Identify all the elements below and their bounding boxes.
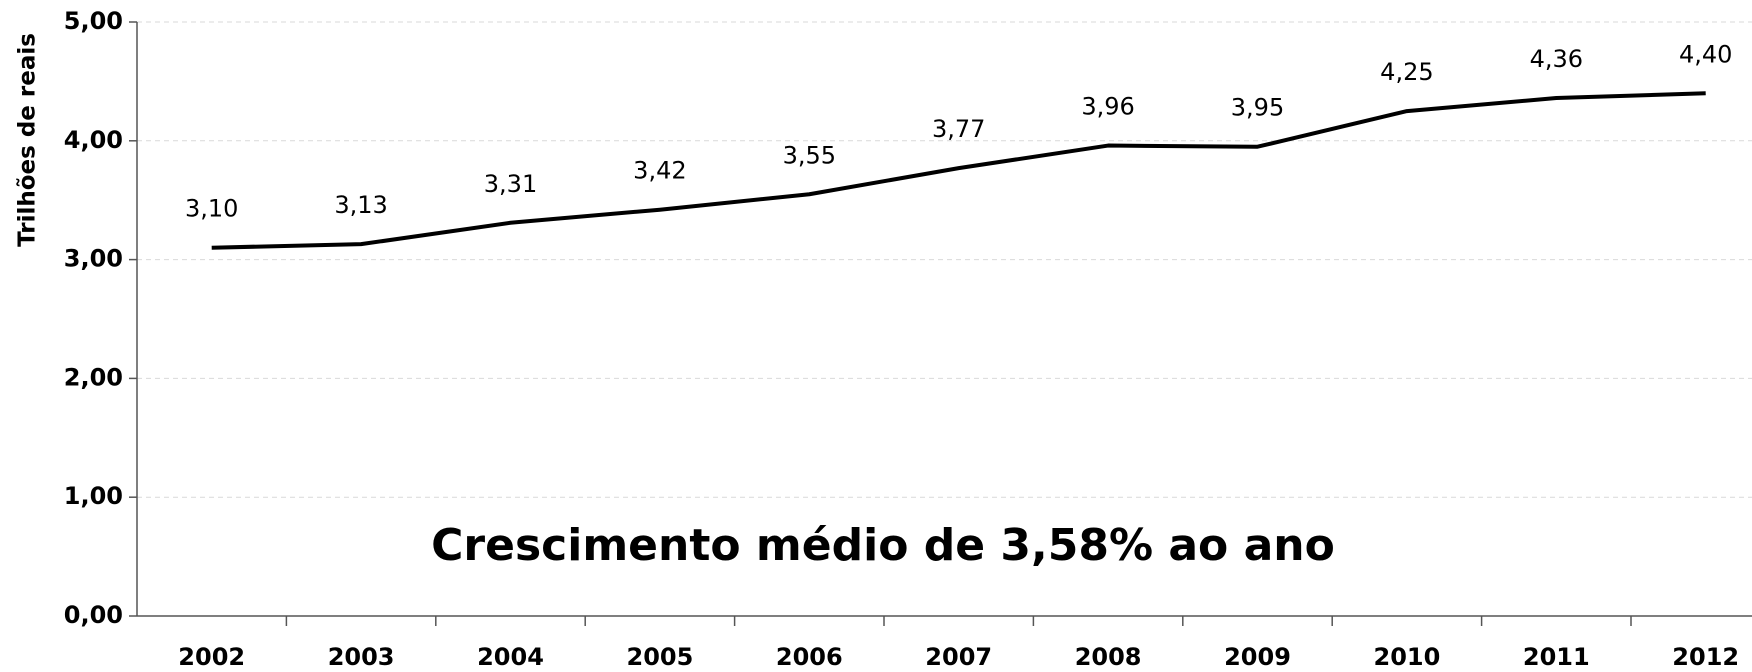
data-label: 3,10 (185, 195, 238, 223)
data-label: 3,96 (1081, 93, 1134, 121)
data-label: 4,40 (1679, 40, 1732, 68)
x-tick-label: 2006 (776, 643, 843, 671)
data-label: 3,77 (932, 115, 985, 143)
x-tick-label: 2012 (1672, 643, 1739, 671)
data-label: 3,55 (783, 141, 836, 169)
data-label: 4,25 (1380, 58, 1433, 86)
line (211, 91, 1706, 250)
y-tick-label: 2,00 (64, 363, 123, 391)
x-tick-label: 2004 (477, 643, 544, 671)
y-axis-label: Trilhões de reais (15, 33, 41, 247)
x-tick-label: 2002 (178, 643, 245, 671)
data-label: 4,36 (1530, 45, 1583, 73)
x-tick-label: 2010 (1374, 643, 1441, 671)
x-tick-label: 2008 (1075, 643, 1142, 671)
data-label: 3,95 (1231, 94, 1284, 122)
data-label: 3,42 (633, 157, 686, 185)
data-label: 3,13 (334, 191, 387, 219)
y-tick-label: 4,00 (64, 126, 123, 154)
x-tick-label: 2003 (328, 643, 395, 671)
y-tick-label: 3,00 (64, 245, 123, 273)
y-tick-label: 1,00 (64, 482, 123, 510)
data-label: 3,31 (484, 170, 537, 198)
x-tick-label: 2005 (627, 643, 694, 671)
x-tick-label: 2009 (1224, 643, 1291, 671)
y-tick-label: 0,00 (64, 601, 123, 629)
annotation: Crescimento médio de 3,58% ao ano (431, 520, 1335, 571)
x-tick-label: 2007 (925, 643, 992, 671)
x-tick-label: 2011 (1523, 643, 1590, 671)
y-tick-label: 5,00 (64, 7, 123, 35)
